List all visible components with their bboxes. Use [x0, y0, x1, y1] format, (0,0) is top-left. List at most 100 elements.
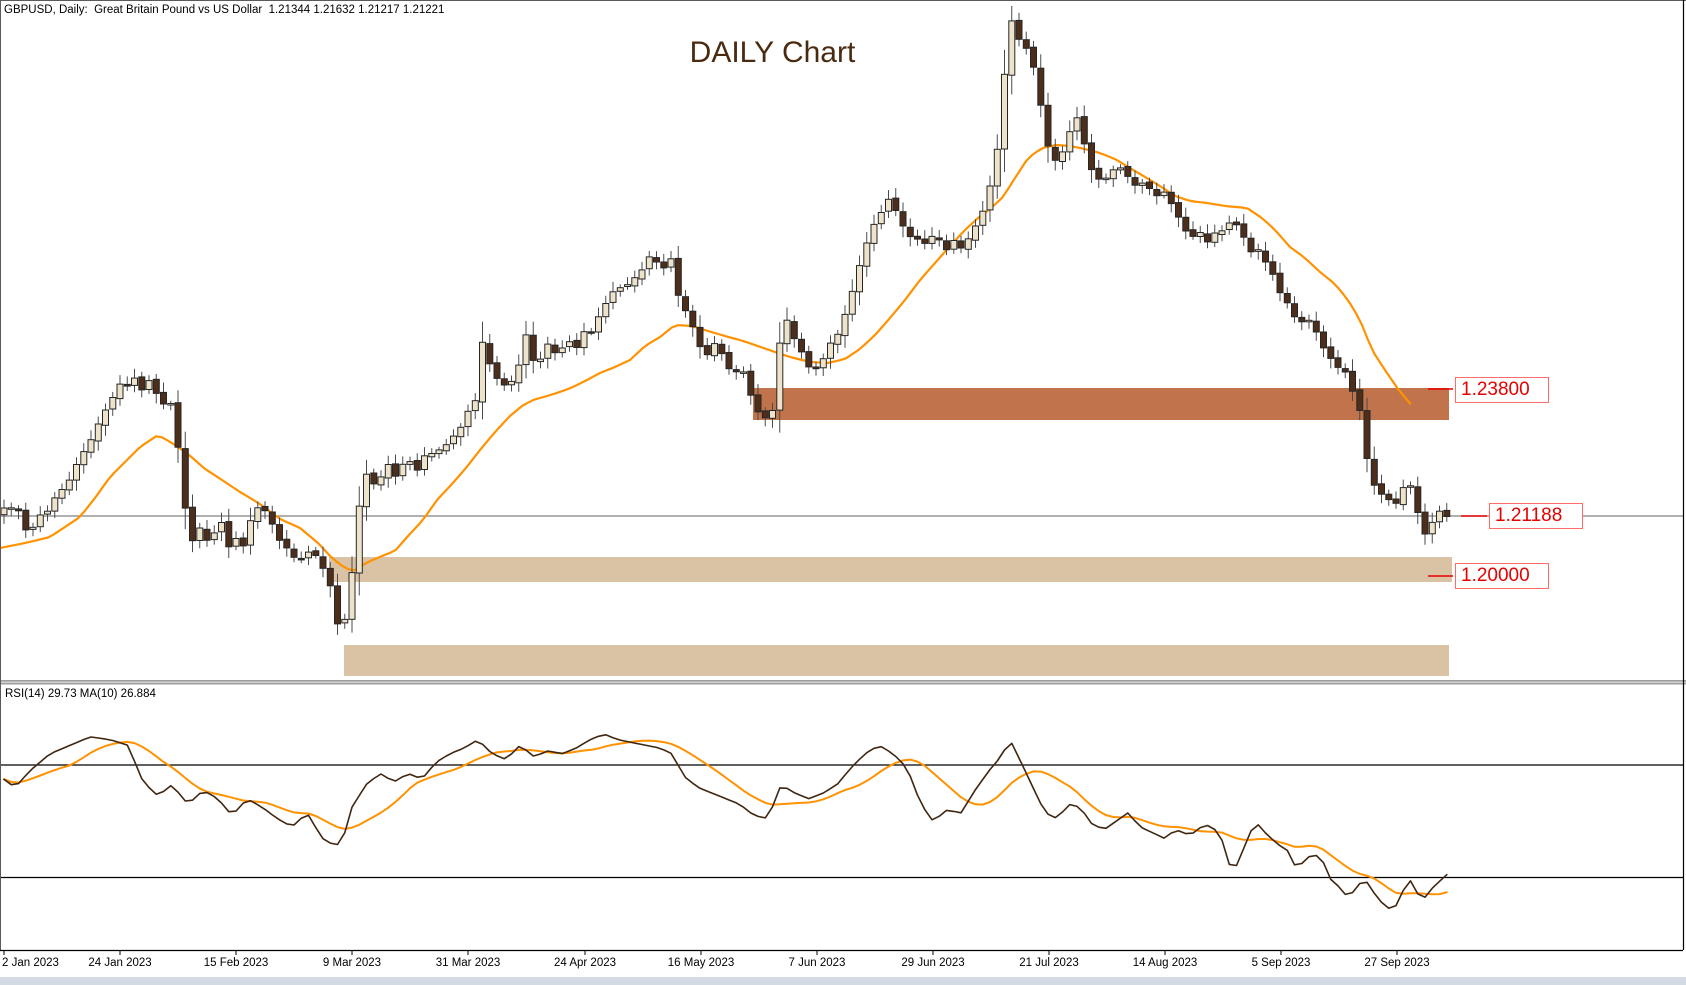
bear-candle	[225, 521, 233, 548]
bear-candle	[1269, 261, 1277, 275]
bear-candle	[283, 538, 291, 549]
bull-candle	[29, 526, 37, 530]
bear-candle	[943, 240, 950, 251]
bear-candle	[725, 352, 733, 370]
date-axis-label[interactable]: 24 Jan 2023	[88, 957, 152, 969]
price-level-label[interactable]: 1.21188	[1489, 503, 1583, 529]
candlesticks	[0, 6, 1451, 635]
bear-candle	[1037, 67, 1045, 106]
demand-zone[interactable]	[344, 645, 1449, 676]
bear-candle	[1124, 166, 1132, 177]
date-axis-label[interactable]: 31 Mar 2023	[435, 957, 501, 969]
bear-candle	[696, 326, 704, 348]
bull-candle	[1225, 222, 1233, 230]
bear-candle	[1378, 483, 1385, 495]
bear-candle	[261, 506, 269, 512]
bear-candle	[276, 524, 283, 541]
bull-candle	[1102, 177, 1110, 181]
bear-candle	[1283, 293, 1291, 304]
bear-candle	[587, 331, 595, 334]
bear-candle	[1334, 357, 1342, 368]
bear-candle	[493, 362, 501, 379]
date-axis-label[interactable]: 9 Mar 2023	[322, 957, 382, 969]
bear-candle	[1443, 509, 1451, 517]
date-axis-label[interactable]: 14 Aug 2023	[1132, 957, 1198, 969]
bull-candle	[348, 572, 356, 620]
bull-candle	[363, 473, 370, 508]
date-axis-label[interactable]: 16 May 2023	[667, 957, 735, 969]
bull-candle	[377, 476, 385, 486]
bear-candle	[1320, 331, 1327, 349]
bull-candle	[522, 334, 530, 366]
bull-candle	[1428, 521, 1436, 535]
bear-candle	[15, 508, 22, 512]
bull-candle	[145, 380, 153, 391]
bull-candle	[1196, 232, 1204, 237]
bear-candle	[1327, 346, 1335, 359]
bull-candle	[863, 242, 871, 267]
bear-candle	[1146, 181, 1153, 189]
date-axis-label[interactable]: 2 Jan 2023	[2, 957, 59, 969]
bear-candle	[1262, 250, 1269, 263]
bull-candle	[442, 444, 450, 452]
bear-candle	[370, 472, 378, 485]
bear-candle	[1189, 229, 1197, 237]
bear-candle	[326, 567, 334, 587]
date-axis-label[interactable]: 15 Feb 2023	[203, 957, 269, 969]
rsi-indicator-label: RSI(14) 29.73 MA(10) 26.884	[5, 688, 156, 700]
support-zone[interactable]	[329, 557, 1452, 582]
bull-candle	[1066, 131, 1074, 153]
symbol-info: GBPUSD, Daily: Great Britain Pound vs US…	[4, 4, 445, 16]
bear-candle	[239, 537, 247, 547]
bull-candle	[218, 522, 225, 533]
bear-candle	[334, 585, 341, 625]
rsi-panel[interactable]	[0, 684, 1686, 951]
bear-candle	[123, 383, 131, 387]
bear-candle	[892, 197, 900, 212]
bear-candle	[1291, 303, 1298, 318]
bull-candle	[979, 210, 987, 226]
rsi-line	[3, 733, 1448, 910]
bull-candle	[355, 505, 363, 574]
bear-candle	[660, 261, 668, 269]
bull-candle	[479, 341, 486, 403]
date-axis-label[interactable]: 24 Apr 2023	[553, 957, 617, 969]
bear-candle	[1356, 389, 1364, 411]
bull-candle	[609, 291, 617, 303]
date-axis-label[interactable]: 29 Jun 2023	[901, 957, 965, 969]
bull-candle	[856, 265, 863, 293]
price-level-label[interactable]: 1.20000	[1455, 563, 1549, 589]
resistance-zone[interactable]	[753, 388, 1449, 420]
bear-candle	[1414, 486, 1422, 513]
bull-candle	[406, 461, 414, 465]
bull-candle	[305, 551, 312, 559]
bull-candle	[964, 238, 972, 250]
price-level-label[interactable]: 1.23800	[1455, 377, 1549, 403]
bear-candle	[1240, 223, 1248, 238]
date-axis-label[interactable]: 7 Jun 2023	[788, 957, 846, 969]
bear-candle	[573, 339, 581, 348]
bear-candle	[798, 338, 805, 353]
bear-candle	[1088, 142, 1095, 171]
bull-candle	[1436, 510, 1443, 523]
bull-candle	[196, 527, 204, 541]
bull-candle	[1117, 167, 1124, 171]
date-axis-label[interactable]: 21 Jul 2023	[1019, 957, 1079, 969]
bull-candle	[384, 464, 392, 479]
date-axis-label[interactable]: 27 Sep 2023	[1364, 957, 1430, 969]
bear-candle	[1341, 368, 1349, 373]
bull-candle	[885, 198, 892, 212]
bull-candle	[116, 383, 124, 400]
bull-candle	[80, 451, 88, 466]
bull-candle	[457, 426, 465, 438]
bull-candle	[624, 284, 631, 288]
bull-candle	[928, 235, 936, 244]
bear-candle	[181, 448, 189, 509]
bull-candle	[645, 256, 653, 270]
bull-candle	[537, 358, 544, 363]
bear-candle	[935, 237, 943, 241]
date-axis-label[interactable]: 5 Sep 2023	[1251, 957, 1311, 969]
bear-candle	[290, 548, 298, 558]
bull-candle	[58, 489, 66, 499]
